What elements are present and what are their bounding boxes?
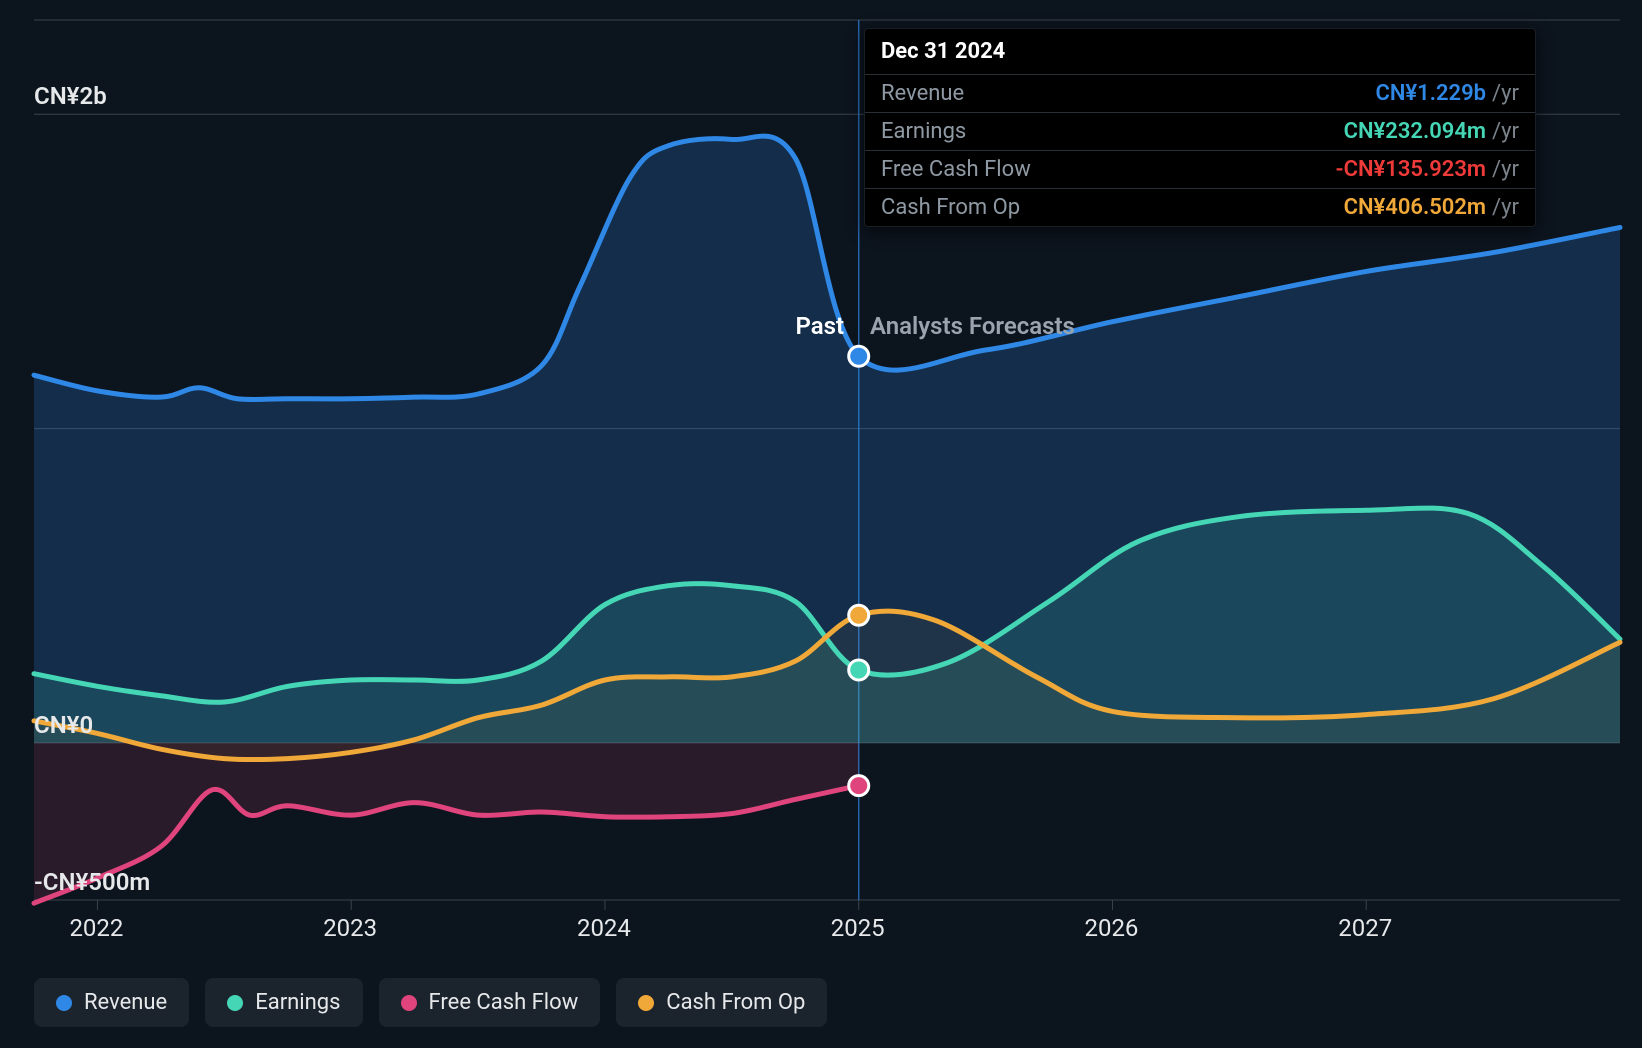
tooltip-title: Dec 31 2024: [865, 29, 1535, 75]
legend: Revenue Earnings Free Cash Flow Cash From O…: [34, 978, 827, 1027]
legend-dot-icon: [227, 995, 243, 1011]
chart-container: Past Analysts Forecasts Dec 31 2024 Reve…: [0, 0, 1642, 1048]
legend-item[interactable]: Revenue: [34, 978, 189, 1027]
tooltip-value: CN¥232.094m: [1344, 119, 1486, 144]
tooltip-label: Cash From Op: [881, 195, 1020, 220]
x-axis-label: 2026: [1084, 914, 1138, 942]
tooltip-value: -CN¥135.923m: [1336, 157, 1487, 182]
tooltip-unit: /yr: [1492, 157, 1519, 182]
legend-label: Earnings: [255, 990, 340, 1015]
y-axis-label: -CN¥500m: [34, 868, 150, 896]
legend-item[interactable]: Cash From Op: [616, 978, 827, 1027]
tooltip-row: Earnings CN¥232.094m/yr: [865, 113, 1535, 151]
tooltip-row: Cash From Op CN¥406.502m/yr: [865, 189, 1535, 226]
tooltip-label: Free Cash Flow: [881, 157, 1031, 182]
legend-label: Cash From Op: [666, 990, 805, 1015]
tooltip-row: Free Cash Flow -CN¥135.923m/yr: [865, 151, 1535, 189]
hover-tooltip: Dec 31 2024 Revenue CN¥1.229b/yr Earnings C…: [864, 28, 1536, 227]
legend-dot-icon: [638, 995, 654, 1011]
tooltip-label: Earnings: [881, 119, 966, 144]
tooltip-unit: /yr: [1492, 81, 1519, 106]
section-label-forecast: Analysts Forecasts: [870, 312, 1075, 340]
tooltip-unit: /yr: [1492, 119, 1519, 144]
y-axis-label: CN¥2b: [34, 82, 107, 110]
legend-dot-icon: [56, 995, 72, 1011]
tooltip-row: Revenue CN¥1.229b/yr: [865, 75, 1535, 113]
tooltip-value: CN¥406.502m: [1344, 195, 1486, 220]
y-axis-label: CN¥0: [34, 711, 93, 739]
tooltip-value: CN¥1.229b: [1375, 81, 1486, 106]
legend-item[interactable]: Earnings: [205, 978, 362, 1027]
tooltip-unit: /yr: [1492, 195, 1519, 220]
section-label-past: Past: [795, 312, 844, 340]
legend-dot-icon: [401, 995, 417, 1011]
x-axis-label: 2024: [577, 914, 631, 942]
x-axis-label: 2027: [1338, 914, 1392, 942]
x-axis-label: 2023: [323, 914, 377, 942]
tooltip-label: Revenue: [881, 81, 964, 106]
legend-label: Revenue: [84, 990, 167, 1015]
x-axis-label: 2025: [831, 914, 885, 942]
x-axis-label: 2022: [69, 914, 123, 942]
legend-item[interactable]: Free Cash Flow: [379, 978, 601, 1027]
legend-label: Free Cash Flow: [429, 990, 579, 1015]
